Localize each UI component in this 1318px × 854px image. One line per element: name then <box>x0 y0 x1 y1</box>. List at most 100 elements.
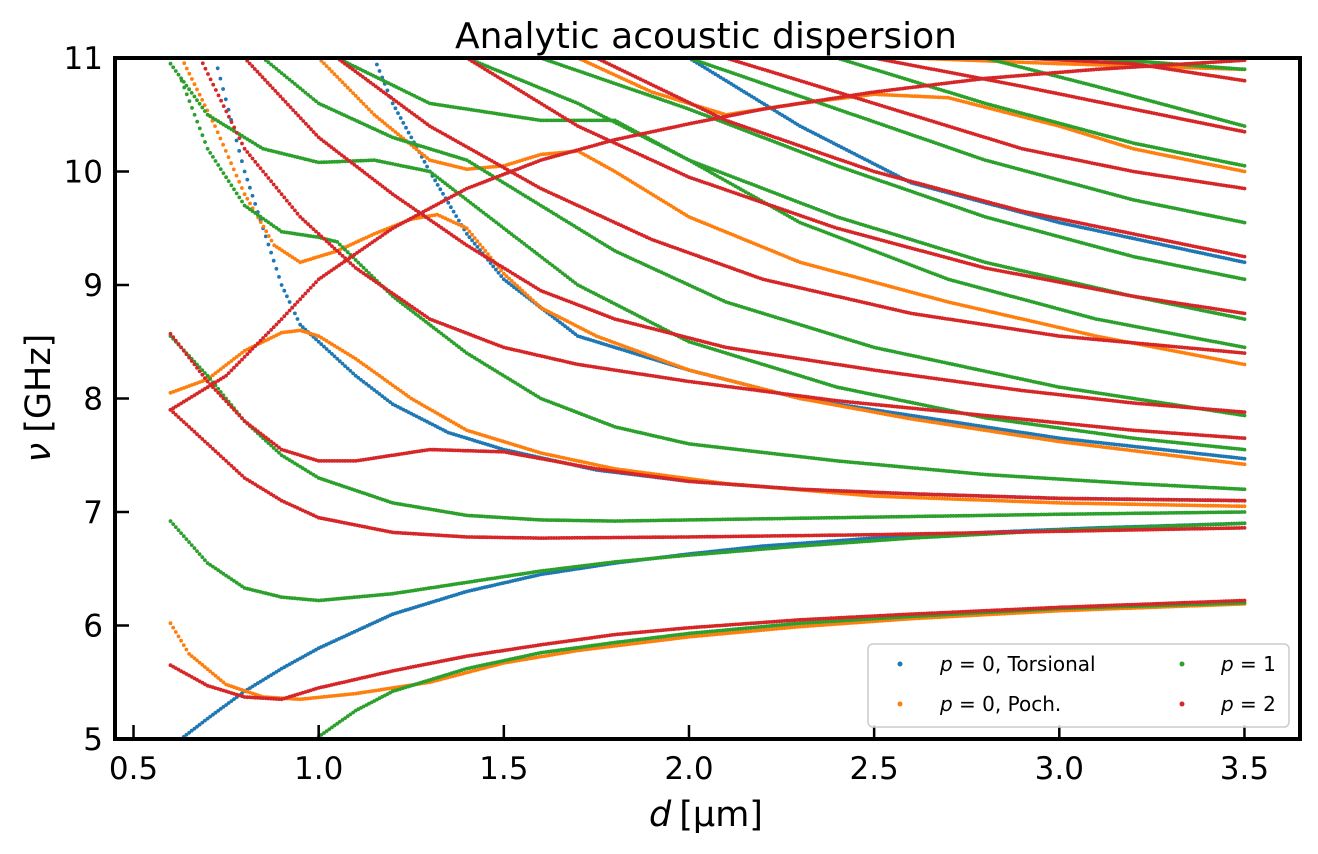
data-point <box>205 667 210 672</box>
data-point <box>364 382 369 386</box>
data-point <box>1234 504 1239 509</box>
data-point <box>382 377 387 382</box>
data-point <box>179 638 184 643</box>
data-point <box>189 654 194 658</box>
data-point <box>475 245 480 249</box>
data-point <box>1099 501 1103 506</box>
data-point <box>393 106 398 111</box>
series-1 <box>168 58 1247 702</box>
data-point <box>218 136 223 141</box>
data-point <box>523 291 527 295</box>
data-point <box>507 281 511 286</box>
data-point <box>367 384 371 388</box>
data-point <box>192 82 197 87</box>
data-point <box>1146 502 1150 507</box>
data-point <box>208 669 213 674</box>
data-point <box>504 274 509 278</box>
data-point <box>1242 521 1247 526</box>
data-point <box>248 185 252 190</box>
data-point <box>192 726 197 731</box>
data-point <box>264 229 269 234</box>
data-point <box>1169 503 1174 507</box>
data-point <box>361 102 366 106</box>
data-point <box>501 271 506 276</box>
data-point <box>319 342 324 347</box>
data-point <box>237 195 242 200</box>
data-point <box>208 151 213 155</box>
data-point <box>232 357 236 361</box>
data-point <box>253 202 258 206</box>
data-point <box>213 159 218 163</box>
data-point <box>422 159 427 164</box>
data-point <box>470 238 474 243</box>
data-point <box>404 392 408 397</box>
branch-2-2 <box>168 334 1247 523</box>
data-point <box>1190 503 1195 508</box>
data-point <box>380 394 385 398</box>
data-point <box>1104 501 1109 506</box>
data-point <box>369 110 374 114</box>
data-point <box>295 697 300 701</box>
data-point <box>168 519 173 523</box>
data-point <box>189 728 194 733</box>
data-point <box>216 163 221 167</box>
data-point <box>184 66 189 71</box>
branch-1-2 <box>179 58 1247 467</box>
data-point <box>187 540 192 544</box>
data-point <box>451 209 456 214</box>
data-point <box>1242 510 1247 514</box>
data-point <box>1159 502 1163 507</box>
data-point <box>940 496 944 501</box>
data-point <box>229 183 234 188</box>
data-point <box>218 76 223 81</box>
data-point <box>210 119 215 123</box>
data-point <box>496 270 501 275</box>
data-point <box>200 105 205 110</box>
data-point <box>1242 169 1247 174</box>
data-point <box>221 705 226 709</box>
data-point <box>226 701 231 705</box>
data-point <box>184 92 189 97</box>
data-point <box>205 716 210 721</box>
data-point <box>409 135 414 140</box>
data-point <box>184 83 189 88</box>
data-point <box>197 552 202 556</box>
data-point <box>231 167 236 172</box>
data-point <box>1242 504 1247 509</box>
data-point <box>184 732 189 737</box>
data-point <box>372 370 377 374</box>
data-point <box>1224 504 1229 508</box>
data-point <box>1213 503 1218 508</box>
data-point <box>200 98 205 102</box>
data-point <box>192 656 197 661</box>
data-point <box>382 396 387 400</box>
data-point <box>215 66 220 71</box>
data-point <box>375 390 379 394</box>
data-point <box>258 220 263 225</box>
data-point <box>200 133 205 138</box>
data-point <box>464 226 469 231</box>
data-point <box>327 349 332 354</box>
data-point <box>179 76 184 81</box>
data-point <box>396 111 400 115</box>
data-point <box>337 693 342 698</box>
data-point <box>1229 504 1234 508</box>
data-point <box>223 97 228 102</box>
data-point <box>353 356 358 361</box>
data-point <box>181 643 186 647</box>
data-point <box>171 65 176 70</box>
data-point <box>224 175 229 180</box>
data-point <box>234 355 239 359</box>
data-point <box>1073 438 1077 442</box>
data-point <box>287 300 292 304</box>
data-point <box>398 116 403 120</box>
data-point <box>533 300 538 305</box>
data-point <box>237 149 242 153</box>
data-point <box>337 347 342 351</box>
data-point <box>242 192 247 197</box>
data-point <box>345 366 350 371</box>
data-point <box>1125 502 1129 507</box>
data-point <box>1088 501 1093 506</box>
data-point <box>356 358 361 363</box>
